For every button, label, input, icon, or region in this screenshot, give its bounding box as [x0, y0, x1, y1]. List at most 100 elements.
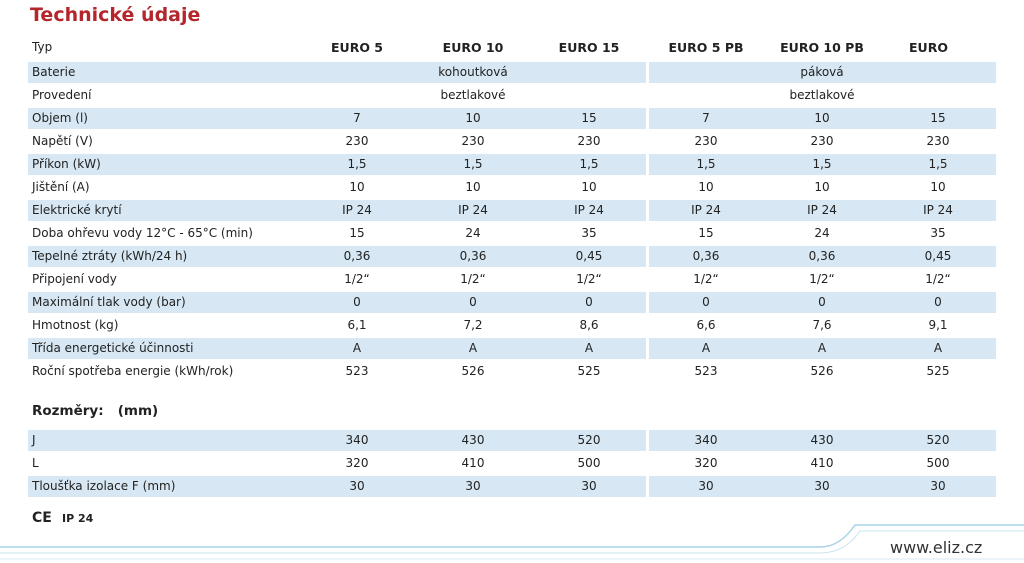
cell-value: IP 24: [342, 203, 372, 217]
row-label: Maximální tlak vody (bar): [32, 295, 186, 309]
cell-value: 0: [702, 295, 710, 309]
cell-value: IP 24: [691, 203, 721, 217]
cell-value: 230: [577, 134, 601, 148]
column-divider: [646, 476, 649, 497]
cell-value: 15: [930, 111, 946, 125]
cell-value: 1/2“: [925, 272, 951, 286]
cell-value: IP 24: [807, 203, 837, 217]
row-label: Připojení vody: [32, 272, 117, 286]
cell-value: 230: [461, 134, 485, 148]
cell-value: 0,36: [343, 249, 371, 263]
cell-value: 340: [694, 433, 718, 447]
cell-value: 0,36: [459, 249, 487, 263]
cell-value: 1/2“: [460, 272, 486, 286]
table-row: Třída energetické účinnosti A A A A A A: [28, 338, 996, 359]
cell-value: A: [817, 341, 827, 355]
cell-value: 523: [694, 364, 718, 378]
table-row: L 320 410 500 320 410 500: [28, 453, 996, 474]
table-row: Tloušťka izolace F (mm) 30 30 30 30 30 30: [28, 476, 996, 497]
cell-value: IP 24: [458, 203, 488, 217]
cell-value: 230: [926, 134, 950, 148]
table-row: Jištění (A) 10 10 10 10 10 10: [28, 177, 996, 198]
cell-value: 500: [577, 456, 601, 470]
cell-value: A: [933, 341, 943, 355]
cell-value: 10: [581, 180, 597, 194]
cell-value: 15: [349, 226, 365, 240]
cell-value: 230: [694, 134, 718, 148]
cell-value: 9,1: [928, 318, 948, 332]
cell-value: 10: [698, 180, 714, 194]
table-row: Doba ohřevu vody 12°C - 65°C (min) 15 24 35…: [28, 223, 996, 244]
cell-value: kohoutková: [438, 65, 508, 79]
cell-value: 410: [810, 456, 834, 470]
column-header: EURO 15: [558, 40, 620, 55]
cell-value: 1,5: [928, 157, 948, 171]
header-label: Typ: [32, 40, 53, 54]
cell-value: 525: [577, 364, 601, 378]
dimensions-title: Rozměry: (mm): [32, 403, 158, 419]
row-label: Třída energetické účinnosti: [32, 341, 194, 355]
cell-value: 15: [698, 226, 714, 240]
cell-value: 30: [930, 479, 946, 493]
cell-value: 320: [345, 456, 369, 470]
column-divider: [646, 62, 649, 83]
column-divider: [646, 108, 649, 129]
row-label: Doba ohřevu vody 12°C - 65°C (min): [32, 226, 253, 240]
website: www.eliz.cz: [890, 538, 983, 557]
cell-value: 525: [926, 364, 950, 378]
cell-value: 230: [810, 134, 834, 148]
table-row: Tepelné ztráty (kWh/24 h) 0,36 0,36 0,45 0,3…: [28, 246, 996, 267]
table-row: Příkon (kW) 1,5 1,5 1,5 1,5 1,5 1,5: [28, 154, 996, 175]
table-row: J 340 430 520 340 430 520: [28, 430, 996, 451]
cell-value: 526: [461, 364, 485, 378]
cell-value: 1,5: [696, 157, 716, 171]
row-label: Objem (l): [32, 111, 88, 125]
cell-value: 15: [581, 111, 597, 125]
cell-value: 520: [577, 433, 601, 447]
table-row: Maximální tlak vody (bar) 0 0 0 0 0 0: [28, 292, 996, 313]
cell-value: 1,5: [347, 157, 367, 171]
column-header: EURO 10 PB: [780, 40, 864, 55]
row-label: Baterie: [32, 65, 76, 79]
table-row: Objem (l) 7 10 15 7 10 15: [28, 108, 996, 129]
cell-value: 10: [349, 180, 365, 194]
cell-value: 24: [465, 226, 481, 240]
row-label: L: [32, 456, 39, 470]
cell-value: 10: [814, 180, 830, 194]
cell-value: 35: [581, 226, 597, 240]
cell-value: 30: [698, 479, 714, 493]
header-row: Typ EURO 5 EURO 10 EURO 15 EURO 5 PB EURO 10 …: [28, 37, 996, 76]
ip-rating: IP 24: [62, 512, 94, 525]
table-row: Hmotnost (kg) 6,1 7,2 8,6 6,6 7,6 9,1: [28, 315, 996, 336]
cell-value: beztlakové: [789, 88, 855, 102]
table-row: Provedení beztlakové beztlakové: [28, 85, 996, 106]
column-header: EURO 10: [442, 40, 504, 55]
cell-value: 523: [345, 364, 369, 378]
cell-value: 8,6: [579, 318, 599, 332]
cell-value: 1/2“: [344, 272, 370, 286]
footer-decoration: [0, 524, 1024, 560]
ce-mark: CE: [32, 510, 52, 526]
row-label: Příkon (kW): [32, 157, 101, 171]
dimensions-heading: Rozměry:: [32, 403, 104, 419]
cell-value: 1/2“: [693, 272, 719, 286]
cell-value: 430: [810, 433, 834, 447]
cell-value: 1/2“: [809, 272, 835, 286]
page-title: Technické údaje: [30, 4, 201, 26]
cell-value: 10: [465, 180, 481, 194]
cell-value: 0: [585, 295, 593, 309]
cell-value: A: [352, 341, 362, 355]
cell-value: 0,36: [808, 249, 836, 263]
row-label: Hmotnost (kg): [32, 318, 119, 332]
cell-value: 526: [810, 364, 834, 378]
cell-value: 0: [353, 295, 361, 309]
cell-value: 0,45: [575, 249, 603, 263]
table-row: Napětí (V) 230 230 230 230 230 230: [28, 131, 996, 152]
row-label: Roční spotřeba energie (kWh/rok): [32, 364, 234, 378]
cell-value: 230: [345, 134, 369, 148]
cell-value: 10: [814, 111, 830, 125]
cell-value: 10: [930, 180, 946, 194]
column-divider: [646, 200, 649, 221]
cell-value: A: [701, 341, 711, 355]
cell-value: 30: [814, 479, 830, 493]
